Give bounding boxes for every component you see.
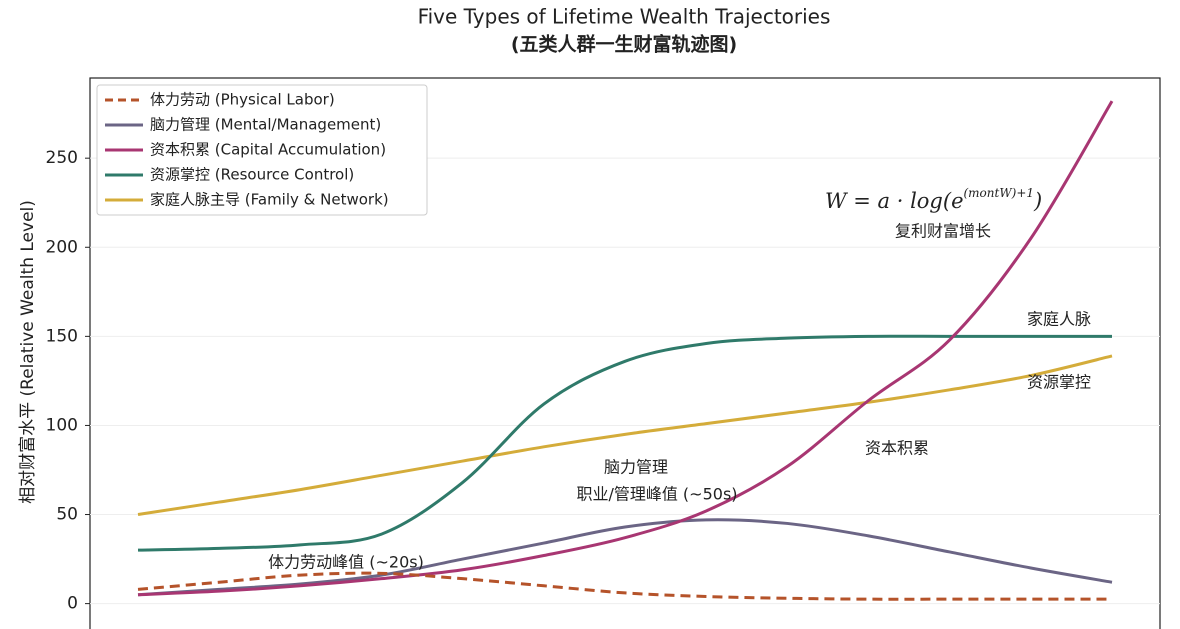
annotation: 脑力管理 bbox=[604, 458, 668, 477]
formula-main: W = a · log(e bbox=[825, 189, 964, 213]
series-line bbox=[137, 100, 1114, 597]
series-line bbox=[137, 334, 1112, 552]
plot-frame bbox=[89, 77, 1161, 629]
formula-sup: (montW)+1 bbox=[964, 186, 1035, 200]
annotation: 家庭人脉 bbox=[1027, 310, 1091, 329]
formula: W = a · log(e(montW)+1) bbox=[825, 186, 1042, 213]
legend-label: 资本积累 (Capital Accumulation) bbox=[150, 141, 386, 159]
series-line bbox=[137, 571, 1112, 601]
annotation: 资源掌控 bbox=[1027, 373, 1091, 392]
y-tick-label: 250 bbox=[46, 148, 78, 168]
formula-tail: ) bbox=[1033, 189, 1042, 213]
y-axis-label: 相对财富水平 (Relative Wealth Level) bbox=[18, 200, 38, 504]
y-tick-label: 50 bbox=[56, 505, 78, 525]
annotation: 资本积累 bbox=[865, 439, 929, 458]
y-tick-label: 150 bbox=[46, 326, 78, 346]
annotation: 体力劳动峰值 (~20s) bbox=[268, 553, 424, 572]
legend-label: 脑力管理 (Mental/Management) bbox=[150, 116, 381, 134]
series-line bbox=[137, 354, 1113, 517]
annotation: 职业/管理峰值 (~50s) bbox=[576, 485, 737, 504]
legend-label: 资源掌控 (Resource Control) bbox=[150, 166, 354, 184]
annotation: 复利财富增长 bbox=[895, 222, 991, 241]
y-tick-label: 200 bbox=[46, 237, 78, 257]
chart-subtitle: (五类人群一生财富轨迹图) bbox=[511, 33, 737, 56]
legend-label: 家庭人脉主导 (Family & Network) bbox=[150, 191, 389, 209]
series-line bbox=[137, 518, 1113, 597]
y-tick-label: 100 bbox=[46, 415, 78, 435]
legend-label: 体力劳动 (Physical Labor) bbox=[150, 91, 335, 109]
legend: 体力劳动 (Physical Labor) 脑力管理 (Mental/Manage… bbox=[96, 84, 428, 216]
chart-title: Five Types of Lifetime Wealth Trajectori… bbox=[418, 5, 831, 29]
legend-box bbox=[96, 84, 428, 216]
y-tick-label: 0 bbox=[67, 594, 78, 614]
